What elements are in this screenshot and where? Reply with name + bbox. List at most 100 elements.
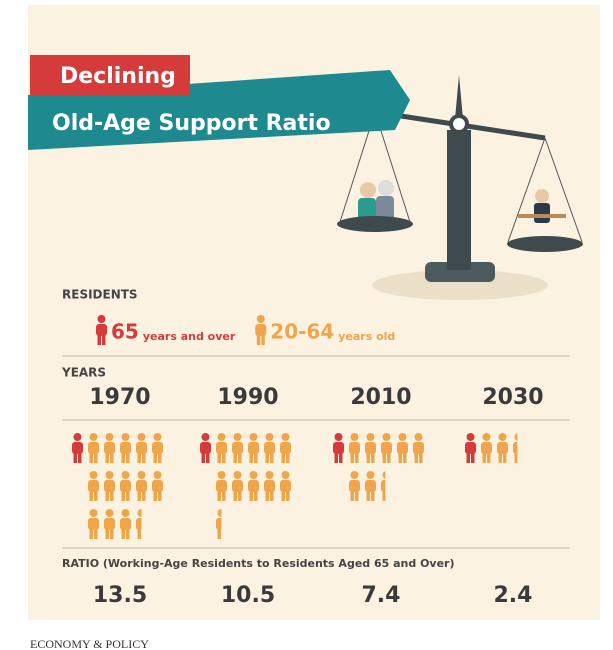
icon-leg bbox=[97, 335, 101, 345]
icon-head bbox=[482, 433, 491, 441]
icon-leg bbox=[217, 491, 221, 501]
icon-body bbox=[481, 442, 492, 454]
ratio-icons bbox=[349, 433, 424, 501]
icon-body bbox=[232, 480, 243, 492]
icon-clip bbox=[248, 471, 259, 501]
icon-body bbox=[120, 480, 131, 492]
icon-leg bbox=[270, 453, 274, 463]
icon-leg bbox=[137, 491, 141, 501]
icon-clip bbox=[264, 471, 275, 501]
icon-leg bbox=[466, 453, 470, 463]
elderly-icon bbox=[72, 433, 83, 463]
legend-label: 20-64 bbox=[270, 320, 334, 344]
icon-leg bbox=[201, 453, 205, 463]
icon-clip bbox=[397, 433, 408, 463]
scale-illustration bbox=[337, 75, 583, 300]
icon-body bbox=[381, 480, 386, 492]
icon-head bbox=[334, 433, 343, 441]
icon-head bbox=[265, 471, 274, 479]
icon-leg bbox=[254, 491, 258, 501]
footer: ECONOMY & POLICY bbox=[30, 637, 149, 650]
icon-body bbox=[136, 442, 147, 454]
icon-head bbox=[137, 433, 146, 441]
icon-body bbox=[104, 442, 115, 454]
icon-head bbox=[382, 471, 386, 479]
icon-clip bbox=[88, 509, 99, 539]
icon-clip bbox=[497, 433, 508, 463]
icon-leg bbox=[366, 491, 370, 501]
icon-body bbox=[96, 324, 107, 336]
icon-leg bbox=[419, 453, 423, 463]
icon-head bbox=[153, 433, 162, 441]
icon-leg bbox=[387, 453, 391, 463]
icon-clip bbox=[232, 433, 243, 463]
icon-leg bbox=[414, 453, 418, 463]
legend-note: years old bbox=[338, 330, 395, 343]
icon-body bbox=[104, 480, 115, 492]
icon-leg bbox=[233, 453, 237, 463]
icon-clip bbox=[152, 471, 163, 501]
icon-leg bbox=[142, 491, 146, 501]
icon-clip bbox=[349, 433, 360, 463]
icon-clip bbox=[248, 433, 259, 463]
x-tick-label: 1970 bbox=[89, 385, 150, 410]
icon-leg bbox=[270, 491, 274, 501]
icon-body bbox=[365, 442, 376, 454]
icon-clip bbox=[413, 433, 424, 463]
icon-head bbox=[217, 433, 226, 441]
icon-body bbox=[465, 442, 476, 454]
icon-leg bbox=[403, 453, 407, 463]
icon-clip bbox=[280, 433, 291, 463]
legend-label: 65 bbox=[111, 320, 139, 344]
x-axis-title: YEARS bbox=[61, 366, 106, 380]
footer-bg bbox=[0, 636, 218, 650]
icon-leg bbox=[482, 453, 486, 463]
ratio-icons bbox=[88, 433, 163, 539]
icon-clip bbox=[136, 471, 147, 501]
icon-body bbox=[120, 442, 131, 454]
icon-leg bbox=[126, 529, 130, 539]
icon-head bbox=[89, 509, 98, 517]
icon-leg bbox=[286, 491, 290, 501]
icon-leg bbox=[350, 491, 354, 501]
icon-leg bbox=[105, 529, 109, 539]
icon-clip bbox=[104, 433, 115, 463]
icon-head bbox=[498, 433, 507, 441]
icon-leg bbox=[153, 453, 157, 463]
icon-clip bbox=[232, 471, 243, 501]
elderly-icon bbox=[200, 433, 211, 463]
icon-leg bbox=[382, 453, 386, 463]
icon-leg bbox=[249, 491, 253, 501]
icon-leg bbox=[206, 453, 210, 463]
icon-head bbox=[105, 471, 114, 479]
icon-head bbox=[382, 433, 391, 441]
icon-clip bbox=[136, 509, 142, 539]
legend-item: 65 years and over bbox=[96, 315, 236, 345]
icon-body bbox=[497, 442, 508, 454]
icon-leg bbox=[249, 453, 253, 463]
icon-head bbox=[97, 315, 106, 323]
icon-head bbox=[281, 433, 290, 441]
icon-body bbox=[104, 518, 115, 530]
icon-clip bbox=[120, 509, 131, 539]
icon-body bbox=[72, 442, 83, 454]
title-box bbox=[30, 55, 190, 95]
legend-item: 20-64 years old bbox=[255, 315, 395, 345]
icon-clip bbox=[365, 471, 376, 501]
value-label: 2.4 bbox=[494, 583, 533, 608]
legend-note: years and over bbox=[143, 330, 236, 343]
x-tick-label: 1990 bbox=[217, 385, 278, 410]
icon-clip bbox=[88, 433, 99, 463]
icon-leg bbox=[137, 453, 141, 463]
icon-body bbox=[88, 480, 99, 492]
icon-head bbox=[514, 433, 518, 441]
icon-body bbox=[232, 442, 243, 454]
icon-head bbox=[217, 471, 226, 479]
icon-leg bbox=[222, 453, 226, 463]
icon-leg bbox=[471, 453, 475, 463]
icon-clip bbox=[88, 471, 99, 501]
icon-leg bbox=[265, 491, 269, 501]
icon-clip bbox=[381, 433, 392, 463]
icon-body bbox=[152, 442, 163, 454]
